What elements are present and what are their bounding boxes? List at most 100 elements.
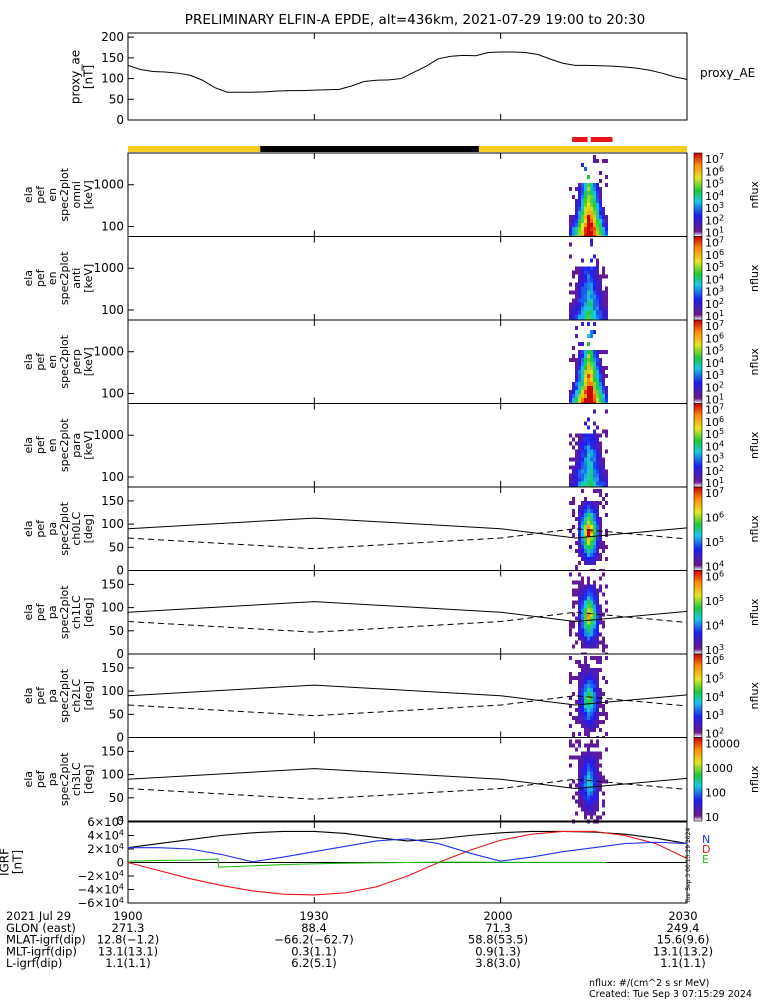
heatmap-pixel [578,457,581,462]
heatmap-pixel [593,759,596,764]
heatmap-pixel [581,684,584,688]
colorbar-tick-label: 1000 [705,762,733,775]
heatmap-pixel [587,696,590,700]
heatmap-pixel [590,203,593,207]
heatmap-pixel [590,787,593,792]
heatmap-pixel [599,712,602,716]
heatmap-pixel [599,398,602,402]
heatmap-pixel [605,747,608,752]
heatmap-pixel [593,278,596,283]
proxy-ae-line [127,51,688,93]
spec-ylabel-1: pef [34,686,47,705]
heatmap-pixel [575,565,578,569]
heatmap-pixel [593,421,596,426]
heatmap-pixel [584,588,587,593]
heatmap-pixel [584,449,587,454]
heatmap-pixel [584,763,587,768]
heatmap-pixel [596,588,599,593]
heatmap-pixel [584,227,587,231]
heatmap-pixel [590,302,593,307]
spec-ylabel-5: [keV] [82,180,95,209]
spec-ylabel-1: pef [34,519,47,538]
heatmap-pixel [584,366,587,370]
heatmap-pixel [602,640,605,645]
heatmap-pixel [584,278,587,283]
heatmap-pixel [593,370,596,374]
heatmap-pixel [605,159,608,163]
heatmap-pixel [581,386,584,390]
heatmap-pixel [590,795,593,800]
heatmap-pixel [590,378,593,382]
heatmap-pixel [584,553,587,557]
heatmap-pixel [587,441,590,446]
heatmap-pixel [581,771,584,776]
spec-ylabel-3: spec2plot [58,501,71,555]
heatmap-pixel [599,441,602,446]
heatmap-pixel [581,449,584,454]
heatmap-pixel [581,624,584,629]
heatmap-pixel [596,620,599,625]
heatmap-pixel [587,708,590,712]
orbit-row-value: 3.8(3.0) [475,956,521,970]
heatmap-pixel [584,501,587,505]
heatmap-pixel [596,628,599,633]
heatmap-pixel [596,803,599,808]
heatmap-pixel [578,791,581,796]
spec-ytick-label: 100 [101,768,124,782]
heatmap-pixel [590,370,593,374]
heatmap-pixel [584,608,587,613]
heatmap-pixel [590,238,593,243]
heatmap-pixel [599,545,602,549]
heatmap-pixel [605,386,608,390]
heatmap-pixel [587,398,590,402]
heatmap-pixel [569,310,572,315]
heatmap-pixel [578,700,581,704]
heatmap-pixel [596,672,599,676]
heatmap-pixel [578,199,581,203]
heatmap-pixel [590,751,593,756]
heatmap-pixel [572,732,575,736]
heatmap-pixel [596,553,599,557]
heatmap-pixel [587,378,590,382]
heatmap-pixel [599,775,602,780]
heatmap-pixel [578,676,581,680]
heatmap-pixel [587,366,590,370]
heatmap-pixel [587,728,590,732]
heatmap-pixel [587,720,590,724]
heatmap-pixel [587,219,590,223]
heatmap-pixel [581,469,584,474]
heatmap-pixel [578,743,581,748]
heatmap-pixel [587,747,590,752]
spec-ylabel-2: en [46,271,59,285]
heatmap-pixel [581,223,584,227]
heatmap-pixel [599,366,602,370]
heatmap-pixel [602,541,605,545]
heatmap-pixel [584,223,587,227]
heatmap-pixel [578,362,581,366]
heatmap-pixel [590,350,593,354]
heatmap-pixel [593,286,596,291]
heatmap-pixel [578,779,581,784]
heatmap-pixel [596,716,599,720]
heatmap-pixel [584,724,587,728]
heatmap-pixel [587,231,590,235]
heatmap-pixel [587,751,590,756]
heatmap-pixel [596,541,599,545]
heatmap-pixel [590,433,593,438]
heatmap-pixel [569,572,572,577]
heatmap-pixel [575,266,578,271]
heatmap-pixel [575,390,578,394]
heatmap-pixel [593,640,596,645]
heatmap-pixel [587,664,590,668]
heatmap-pixel [590,775,593,780]
colorbar-tick-label: 105 [705,177,724,191]
heatmap-pixel [569,680,572,684]
heatmap-pixel [578,684,581,688]
heatmap-pixel [590,505,593,509]
heatmap-pixel [596,441,599,446]
heatmap-pixel [599,278,602,283]
spec-ytick-label: 150 [101,577,124,591]
heatmap-pixel [572,382,575,386]
heatmap-pixel [578,732,581,736]
